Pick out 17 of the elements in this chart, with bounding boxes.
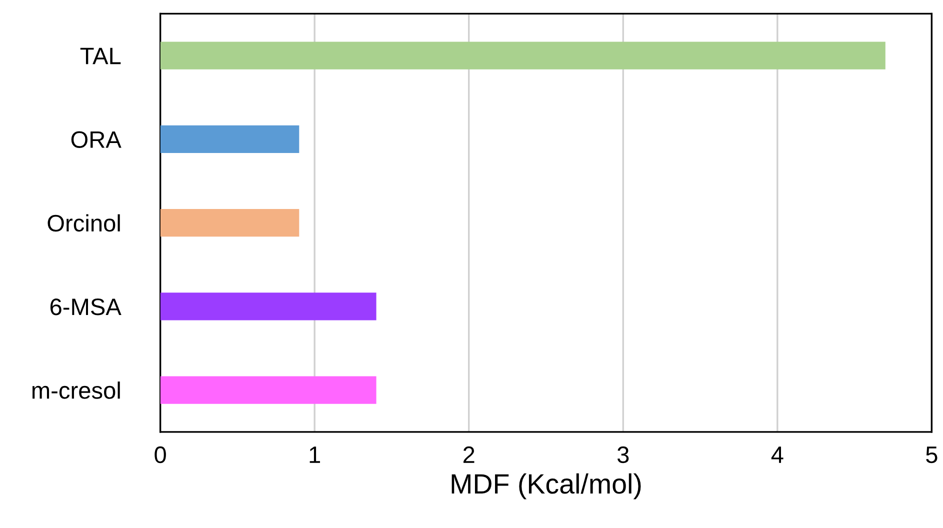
bar [160, 292, 376, 320]
bar [160, 125, 300, 153]
x-tick-label: 4 [771, 446, 784, 463]
x-axis-title: MDF (Kcal/mol) [452, 473, 641, 500]
y-tick-label: ORA [71, 131, 122, 148]
y-tick-label: m-cresol [32, 382, 120, 399]
x-tick-label: 3 [617, 446, 629, 464]
x-tick-label: 1 [310, 446, 320, 463]
bar [160, 42, 886, 70]
y-tick-label: 6-MSA [50, 298, 122, 316]
x-tick-label: 2 [463, 446, 474, 463]
bar [160, 376, 376, 404]
y-tick-label: Orcinol [48, 214, 120, 232]
y-tick-label: TAL [80, 48, 121, 64]
x-tick-label: 0 [154, 446, 166, 464]
bar [160, 209, 300, 237]
x-tick-label: 5 [926, 446, 938, 464]
